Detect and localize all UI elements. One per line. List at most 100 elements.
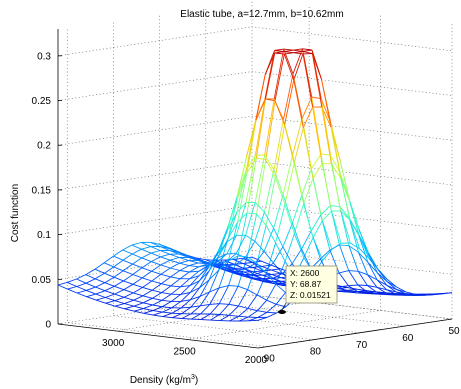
mesh-line — [208, 250, 219, 268]
mesh-line — [367, 262, 378, 281]
mesh-line — [312, 107, 323, 164]
mesh-line — [293, 233, 305, 258]
mesh-line — [368, 252, 379, 270]
mesh-line — [340, 210, 351, 221]
mesh-line — [226, 264, 236, 267]
mesh-line — [348, 245, 359, 272]
mesh-line — [218, 285, 229, 289]
mesh-line — [261, 264, 272, 267]
mesh-line — [190, 287, 201, 300]
mesh-line — [274, 50, 285, 53]
mesh-line — [337, 288, 348, 291]
mesh-line — [67, 288, 78, 294]
mesh-line — [85, 274, 96, 280]
mesh-line — [339, 206, 350, 219]
mesh-line — [218, 238, 229, 257]
mesh-line — [255, 98, 266, 121]
mesh-line — [266, 311, 277, 314]
mesh-line — [248, 317, 258, 322]
mesh-line — [179, 270, 190, 273]
mesh-line — [161, 293, 172, 301]
mesh-line — [302, 127, 314, 179]
z-grid-line — [57, 294, 453, 325]
mesh-line — [254, 270, 264, 275]
mesh-line — [217, 253, 228, 263]
mesh-line — [234, 273, 245, 277]
mesh-line — [142, 277, 152, 282]
mesh-line — [76, 289, 87, 294]
mesh-line — [180, 278, 190, 288]
mesh-line — [237, 212, 248, 257]
mesh-line — [67, 278, 77, 283]
mesh-line — [238, 315, 249, 318]
mesh-line — [197, 259, 208, 264]
mesh-line — [224, 259, 234, 265]
mesh-line — [122, 249, 133, 255]
mesh-line — [152, 304, 163, 308]
mesh-line — [200, 313, 211, 320]
data-tip[interactable]: X: 2600 Y: 68.87 Z: 0.01521 — [278, 265, 338, 314]
mesh-line — [302, 50, 313, 55]
mesh-line — [218, 285, 230, 304]
mesh-line — [190, 305, 201, 315]
mesh-line — [246, 213, 258, 257]
mesh-line — [266, 273, 277, 285]
mesh-line — [228, 285, 239, 287]
data-tip-z-label: Z: 0.01521 — [290, 290, 331, 300]
mesh-line — [282, 222, 293, 247]
mesh-line — [376, 279, 388, 286]
mesh-line — [190, 305, 201, 308]
mesh-line — [284, 204, 295, 234]
mesh-line — [152, 310, 163, 313]
mesh-line — [292, 48, 303, 75]
mesh-line — [181, 318, 192, 320]
mesh-line — [272, 272, 283, 279]
mesh-line — [141, 261, 152, 269]
data-tip-x-label: X: 2600 — [290, 268, 320, 278]
mesh-line — [367, 274, 378, 288]
mesh-line — [170, 285, 181, 288]
mesh-line — [179, 265, 190, 271]
mesh-line — [95, 297, 106, 301]
mesh-line — [254, 251, 265, 265]
mesh-line — [105, 293, 115, 298]
mesh-line — [236, 170, 247, 213]
mesh-line — [244, 275, 255, 279]
mesh-line — [76, 274, 86, 280]
mesh-line — [199, 266, 210, 282]
mesh-line — [264, 98, 275, 156]
mesh-line — [242, 257, 253, 263]
mesh-line — [189, 280, 200, 293]
mesh-line — [122, 259, 133, 265]
mesh-line — [94, 268, 105, 274]
mesh-line — [228, 285, 239, 305]
mesh-line — [303, 237, 314, 258]
mesh-line — [265, 225, 276, 244]
mesh-line — [405, 293, 416, 295]
mesh-line — [228, 303, 239, 307]
mesh-line — [293, 53, 304, 81]
mesh-line — [162, 312, 173, 318]
mesh-line — [152, 297, 162, 301]
mesh-line — [293, 163, 305, 205]
mesh-line — [261, 265, 272, 271]
mesh-line — [133, 287, 143, 294]
mesh-line — [151, 289, 162, 294]
mesh-line — [85, 268, 96, 275]
mesh-line — [95, 278, 105, 284]
mesh-line — [247, 256, 258, 264]
mesh-line — [267, 312, 277, 318]
mesh-line — [293, 49, 303, 52]
mesh-line — [171, 301, 182, 309]
mesh-line — [301, 168, 312, 195]
mesh-line — [246, 158, 257, 214]
mesh-line — [283, 48, 294, 51]
z-tick-label: 0.15 — [32, 185, 52, 196]
mesh-line — [199, 279, 210, 297]
mesh-line — [210, 319, 220, 322]
mesh-line — [320, 205, 331, 216]
mesh-line — [123, 296, 134, 301]
grid-lines — [57, 0, 453, 349]
mesh-line — [132, 257, 142, 265]
mesh-line — [76, 292, 87, 298]
